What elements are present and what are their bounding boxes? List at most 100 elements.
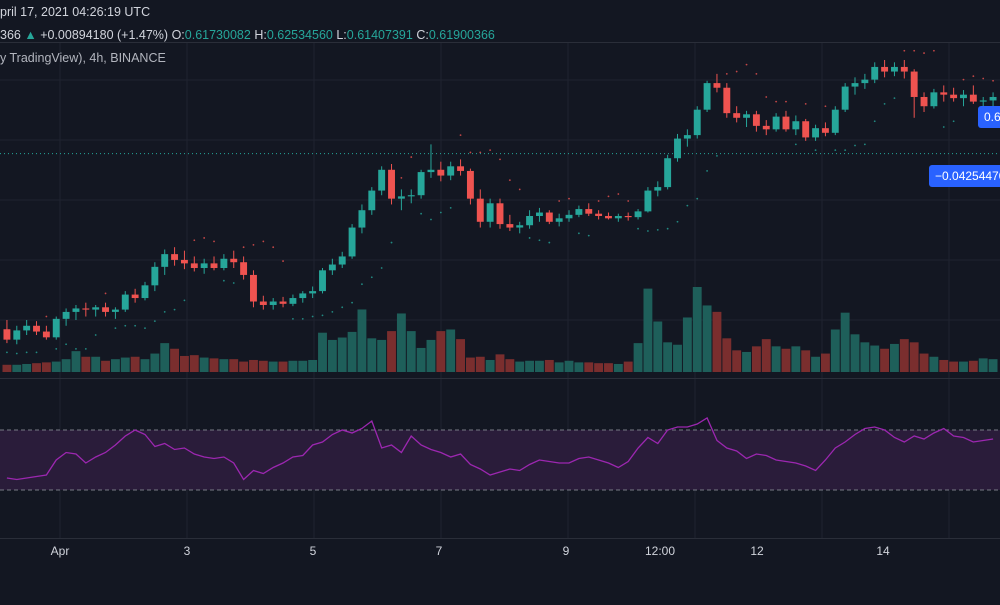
candle-body bbox=[52, 318, 60, 338]
candle-body bbox=[624, 216, 632, 218]
price-tag-text: 0.6 bbox=[984, 110, 1000, 124]
candle-body bbox=[437, 169, 445, 176]
volume-bar bbox=[791, 346, 801, 372]
candle-body bbox=[62, 311, 70, 319]
sar-dot bbox=[252, 243, 255, 246]
candle-body bbox=[634, 211, 642, 218]
volume-bar bbox=[525, 360, 535, 372]
volume-bar bbox=[150, 353, 160, 372]
volume-bar bbox=[574, 362, 584, 372]
sar-dot bbox=[6, 351, 8, 354]
volume-bar bbox=[229, 359, 239, 372]
candle-body bbox=[269, 301, 277, 305]
candle-body bbox=[259, 301, 267, 305]
candle-body bbox=[891, 66, 898, 72]
candle-body bbox=[516, 225, 524, 228]
x-tick-label: 14 bbox=[876, 544, 890, 558]
volume-bar bbox=[535, 360, 544, 372]
sar-dot bbox=[84, 347, 87, 350]
sar-dot bbox=[972, 75, 975, 78]
sar-dot bbox=[35, 351, 38, 354]
candle-body bbox=[230, 258, 238, 263]
sar-dot bbox=[183, 299, 186, 302]
sar-dot bbox=[173, 308, 176, 311]
sar-dot bbox=[213, 240, 215, 243]
volume-bar bbox=[751, 346, 761, 372]
volume-bar bbox=[298, 360, 308, 372]
volume-bar bbox=[978, 358, 988, 372]
sar-dot bbox=[873, 120, 876, 123]
volume-bar bbox=[357, 309, 367, 372]
sar-dot bbox=[577, 232, 580, 235]
volume-bar bbox=[199, 357, 209, 372]
volume-bar bbox=[456, 339, 465, 372]
candle-body bbox=[979, 100, 987, 102]
indicator-tag: −0.04254470 bbox=[929, 165, 1000, 187]
volume-bar bbox=[673, 344, 682, 372]
sar-dot bbox=[430, 218, 432, 221]
volume-bar bbox=[189, 355, 199, 372]
candle-body bbox=[309, 291, 317, 294]
sar-dot bbox=[558, 200, 561, 202]
sar-dot bbox=[656, 228, 659, 231]
candle-body bbox=[151, 266, 159, 286]
sar-dot bbox=[627, 200, 630, 202]
sar-dot bbox=[153, 320, 156, 323]
candle-body bbox=[575, 209, 583, 215]
volume-bar bbox=[396, 313, 406, 372]
volume-bar bbox=[337, 337, 347, 372]
rsi-line bbox=[6, 417, 994, 481]
candle-body bbox=[535, 212, 543, 216]
sar-dot bbox=[469, 151, 472, 154]
candle-body bbox=[861, 79, 869, 84]
sar-dot bbox=[370, 276, 373, 279]
sar-dot bbox=[647, 230, 649, 232]
candle-body bbox=[190, 263, 198, 268]
volume-bar bbox=[761, 339, 771, 372]
volume-bar bbox=[732, 350, 742, 372]
volume-bar bbox=[465, 357, 475, 372]
sar-dot bbox=[410, 156, 413, 158]
volume-bar bbox=[278, 361, 288, 372]
volume-bar bbox=[840, 312, 850, 372]
sar-dot bbox=[844, 149, 847, 152]
price-tag: 0.6 bbox=[978, 106, 1000, 128]
volume-bar bbox=[130, 356, 140, 372]
volume-bar bbox=[771, 346, 781, 372]
close-label: C: bbox=[416, 28, 429, 42]
volume-bar bbox=[860, 342, 870, 372]
sar-dot bbox=[134, 324, 137, 327]
sar-dot bbox=[301, 317, 304, 320]
sar-dot bbox=[587, 234, 590, 237]
volume-bar bbox=[702, 305, 712, 372]
open-label: O: bbox=[171, 28, 185, 42]
sar-dot bbox=[903, 49, 906, 52]
candle-body bbox=[171, 254, 179, 260]
candle-body bbox=[289, 298, 297, 304]
candle-body bbox=[476, 198, 484, 222]
sar-dot bbox=[282, 260, 284, 262]
sar-dot bbox=[597, 200, 600, 202]
sar-dot bbox=[785, 100, 787, 103]
volume-bar bbox=[594, 363, 604, 372]
candle-body bbox=[752, 114, 760, 126]
sar-dot bbox=[203, 237, 206, 239]
volume-bar bbox=[890, 343, 899, 372]
volume-bar bbox=[179, 355, 189, 372]
volume-bar bbox=[41, 362, 51, 372]
candle-body bbox=[111, 309, 119, 312]
volume-bar bbox=[22, 363, 32, 372]
candle-body bbox=[762, 125, 770, 130]
volume-bar bbox=[110, 359, 120, 372]
candle-body bbox=[378, 169, 386, 191]
candle-body bbox=[42, 331, 50, 338]
candle-body bbox=[102, 307, 109, 312]
volume-bar bbox=[387, 331, 396, 372]
sar-dot bbox=[75, 347, 77, 350]
candle-body bbox=[960, 94, 967, 99]
candle-body bbox=[821, 128, 829, 133]
candle-body bbox=[565, 214, 573, 219]
volume-bar bbox=[742, 351, 751, 372]
volume-bar bbox=[258, 360, 268, 372]
